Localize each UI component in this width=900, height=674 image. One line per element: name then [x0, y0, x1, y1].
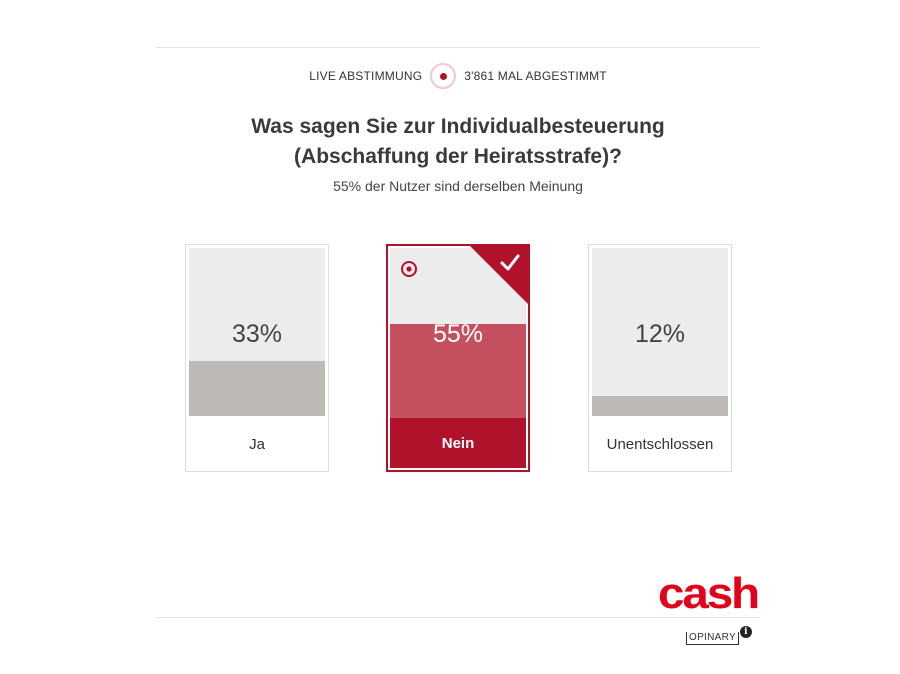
- result-bar-track: 12%: [592, 248, 728, 416]
- result-bar-fill: [390, 324, 526, 418]
- option-percent: 33%: [231, 320, 283, 348]
- top-divider: [156, 47, 760, 48]
- option-label: Nein: [390, 418, 526, 468]
- cash-logo[interactable]: cash: [657, 570, 759, 614]
- question-line-2: (Abschaffung der Heiratsstrafe)?: [294, 145, 622, 168]
- live-status-bar: LIVE ABSTIMMUNG 3'861 MAL ABGESTIMMT: [156, 62, 760, 90]
- opinary-brand[interactable]: OPINARY i: [686, 624, 752, 646]
- option-label: Unentschlossen: [606, 435, 714, 453]
- option-nein[interactable]: 55% Nein: [386, 244, 530, 472]
- result-bar-track: 33%: [189, 248, 325, 416]
- checkmark-icon: [500, 254, 520, 271]
- bottom-divider: [156, 617, 760, 618]
- poll-question: Was sagen Sie zur Individualbesteuerung …: [156, 112, 760, 172]
- vote-count: 3'861 MAL ABGESTIMMT: [464, 69, 607, 83]
- option-percent: 12%: [634, 320, 686, 348]
- opinary-logo: OPINARY: [686, 631, 739, 645]
- cash-logo-text: cash: [658, 570, 758, 614]
- option-label: Ja: [249, 435, 265, 453]
- result-bar-fill: [189, 361, 325, 416]
- live-label: LIVE ABSTIMMUNG: [309, 69, 423, 83]
- option-ja[interactable]: 33% Ja: [185, 244, 329, 472]
- result-bar-fill: [592, 396, 728, 416]
- option-unentschlossen[interactable]: 12% Unentschlossen: [588, 244, 732, 472]
- poll-subtitle: 55% der Nutzer sind derselben Meinung: [333, 178, 583, 194]
- info-icon[interactable]: i: [739, 626, 752, 638]
- target-icon: [401, 261, 417, 277]
- live-record-icon: [430, 63, 457, 89]
- question-line-1: Was sagen Sie zur Individualbesteuerung: [251, 115, 665, 138]
- option-percent: 55%: [432, 320, 484, 348]
